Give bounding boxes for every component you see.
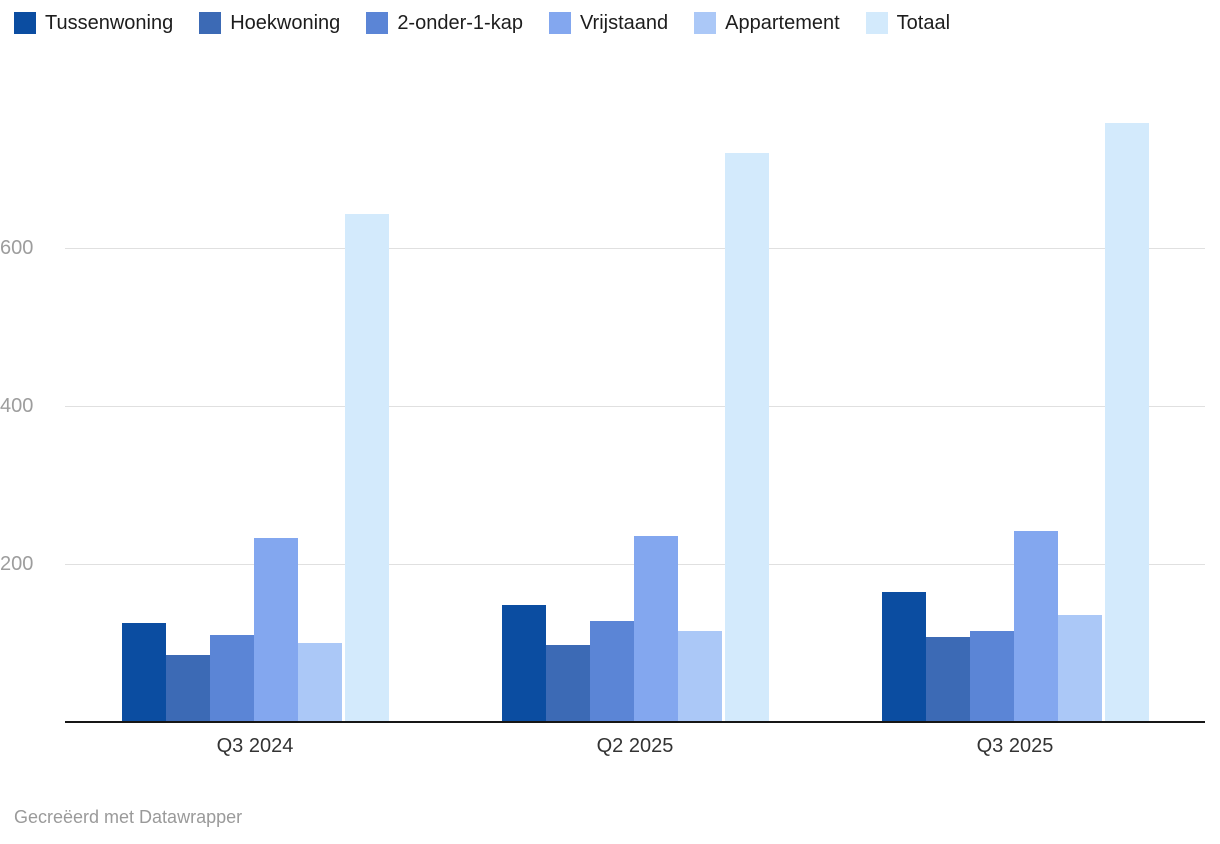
bar-hoekwoning: [545, 645, 590, 722]
bar-totaal: [1104, 123, 1149, 722]
legend-item-vrijstaand: Vrijstaand: [548, 12, 669, 34]
x-axis-labels: Q3 2024 Q2 2025 Q3 2025: [65, 734, 1205, 758]
bar-vrijstaand: [1013, 531, 1058, 722]
legend-item-tussenwoning: Tussenwoning: [14, 12, 173, 34]
legend-item-2-onder-1-kap: 2-onder-1-kap: [366, 12, 523, 34]
bar-2-onder-1-kap: [589, 621, 634, 722]
bar-totaal: [724, 153, 769, 722]
bar-vrijstaand: [633, 536, 678, 722]
bar-hoekwoning: [925, 637, 970, 722]
legend-swatch: [548, 12, 571, 34]
legend: Tussenwoning Hoekwoning 2-onder-1-kap Vrijs…: [14, 12, 1210, 34]
y-tick-label: 200: [0, 553, 34, 575]
gridline: [65, 248, 1205, 249]
gridline: [65, 406, 1205, 407]
bar-group-q2-2025: [445, 90, 825, 722]
credit: Gecreëerd met Datawrapper: [14, 807, 243, 827]
bar-group-q3-2024: [65, 90, 445, 722]
bar-hoekwoning: [165, 655, 210, 722]
legend-label: Tussenwoning: [45, 12, 174, 34]
legend-label: Totaal: [896, 12, 951, 34]
legend-swatch: [14, 12, 36, 34]
y-tick-label: 600: [0, 237, 34, 259]
bar-totaal: [344, 214, 389, 722]
legend-item-hoekwoning: Hoekwoning: [199, 12, 340, 34]
legend-item-appartement: Appartement: [694, 12, 840, 34]
legend-swatch: [694, 12, 717, 34]
plot-area: 200 400 600: [0, 90, 1220, 723]
bar-tussenwoning: [121, 623, 166, 722]
bar-appartement: [677, 631, 722, 722]
legend-label: Vrijstaand: [579, 12, 669, 34]
bar-appartement: [297, 643, 342, 722]
legend-swatch: [366, 12, 389, 34]
legend-swatch: [865, 12, 888, 34]
bar-tussenwoning: [881, 592, 926, 722]
bar-2-onder-1-kap: [969, 631, 1014, 722]
bar-2-onder-1-kap: [209, 635, 254, 722]
x-axis-label: Q2 2025: [596, 735, 674, 757]
legend-label: Hoekwoning: [230, 12, 341, 34]
legend-item-totaal: Totaal: [865, 12, 951, 34]
bar-appartement: [1057, 615, 1102, 722]
legend-swatch: [199, 12, 222, 34]
x-axis-label: Q3 2025: [976, 735, 1054, 757]
y-tick-label: 400: [0, 395, 34, 417]
legend-label: Appartement: [725, 12, 840, 34]
legend-label: 2-onder-1-kap: [397, 12, 523, 34]
x-axis-line: [65, 721, 1205, 723]
bar-group-q3-2025: [825, 90, 1205, 722]
x-axis-label: Q3 2024: [216, 735, 294, 757]
bar-tussenwoning: [501, 605, 546, 722]
bar-groups: [65, 90, 1205, 722]
bar-vrijstaand: [253, 538, 298, 722]
